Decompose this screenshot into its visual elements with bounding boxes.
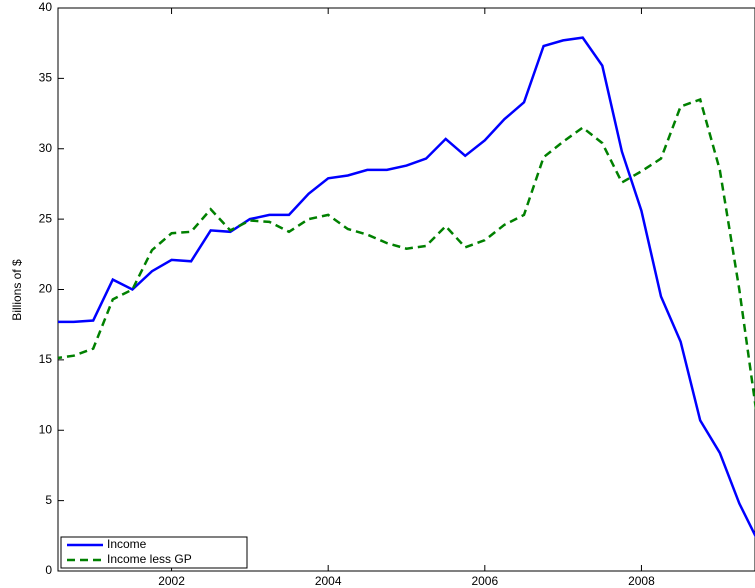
x-tick-label: 2006 — [471, 574, 498, 588]
y-tick-label: 25 — [39, 211, 53, 225]
legend-label: Income less GP — [107, 552, 192, 566]
plot-area — [58, 36, 755, 538]
x-tick-label: 2002 — [158, 574, 185, 588]
x-tick-label: 2008 — [628, 574, 655, 588]
line-series — [58, 36, 755, 538]
x-tick-label: 2004 — [315, 574, 342, 588]
axes-frame — [57, 7, 755, 572]
y-tick-label: 20 — [39, 282, 53, 296]
y-tick-label: 40 — [39, 0, 53, 14]
y-tick-label: 35 — [39, 71, 53, 85]
legend-label: Income — [107, 537, 147, 551]
y-tick-label: 30 — [39, 141, 53, 155]
line-series — [58, 97, 755, 412]
y-tick-label: 15 — [39, 352, 53, 366]
y-tick-label: 5 — [45, 493, 52, 507]
y-tick-label: 10 — [39, 422, 53, 436]
y-tick-label: 0 — [45, 563, 52, 577]
y-axis-label: Billions of $ — [10, 259, 24, 321]
legend-box — [60, 536, 248, 569]
